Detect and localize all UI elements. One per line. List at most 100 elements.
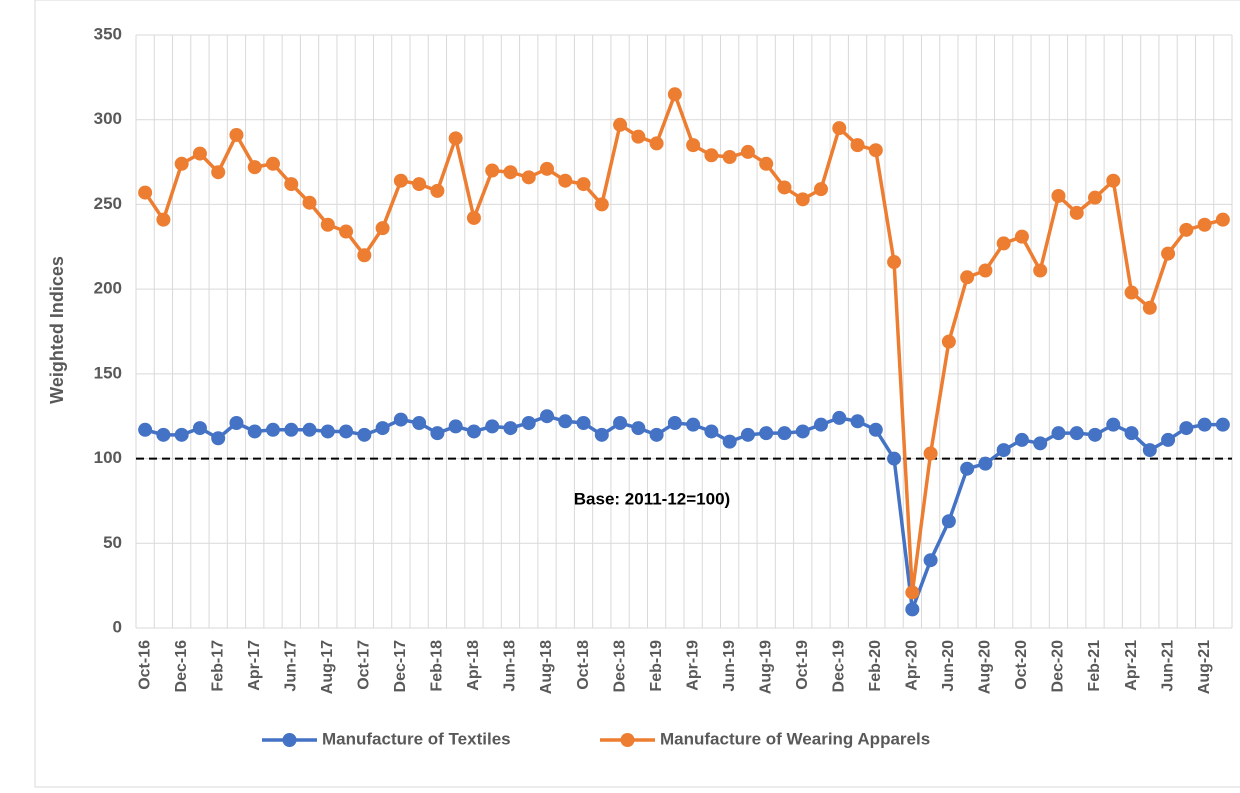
x-tick-label: Jun-19 — [721, 640, 738, 692]
x-tick-label: Dec-17 — [392, 640, 409, 693]
data-point — [503, 421, 518, 436]
data-point — [941, 334, 956, 349]
data-point — [192, 146, 207, 161]
data-point — [339, 424, 354, 439]
data-point — [1179, 421, 1194, 436]
data-point — [1033, 436, 1048, 451]
x-tick-label: Feb-21 — [1086, 640, 1103, 692]
data-point — [1088, 190, 1102, 205]
data-point — [649, 136, 664, 151]
x-tick-label: Apr-17 — [246, 640, 263, 691]
data-point — [1033, 263, 1048, 278]
data-point — [211, 431, 226, 446]
data-point — [759, 426, 774, 441]
x-tick-label: Dec-18 — [611, 640, 628, 693]
x-tick-label: Aug-21 — [1196, 640, 1213, 694]
data-point — [868, 422, 883, 437]
x-tick-label: Dec-19 — [830, 640, 847, 693]
data-point — [1051, 188, 1066, 203]
data-point — [1051, 426, 1066, 441]
data-point — [686, 138, 701, 153]
data-point — [960, 270, 975, 285]
data-point — [540, 161, 554, 176]
data-point — [795, 424, 810, 439]
y-tick-label: 50 — [103, 533, 122, 552]
legend-item: Manufacture of Textiles — [262, 729, 511, 748]
x-tick-label: Feb-19 — [648, 640, 665, 692]
data-point — [704, 148, 719, 163]
data-point — [430, 426, 445, 441]
legend-item: Manufacture of Wearing Apparels — [600, 729, 930, 748]
data-point — [302, 195, 317, 210]
data-point — [1161, 246, 1176, 261]
data-point — [412, 415, 427, 430]
data-point — [192, 421, 207, 436]
data-point — [905, 585, 920, 600]
data-point — [412, 177, 427, 192]
x-tick-label: Dec-16 — [173, 640, 190, 693]
data-point — [174, 427, 189, 442]
data-point — [393, 412, 408, 427]
data-point — [759, 156, 774, 171]
x-tick-label: Aug-18 — [538, 640, 555, 694]
data-point — [576, 415, 591, 430]
data-point — [1014, 432, 1029, 447]
data-point — [448, 131, 463, 146]
data-point — [1215, 417, 1230, 432]
data-point — [558, 414, 573, 429]
data-point — [1124, 426, 1139, 441]
data-point — [613, 415, 628, 430]
data-point — [284, 177, 299, 192]
x-tick-label: Oct-18 — [575, 640, 592, 690]
data-point — [1124, 285, 1139, 300]
data-point — [1197, 217, 1212, 232]
data-point — [960, 461, 975, 476]
data-point — [1106, 173, 1121, 188]
legend-marker — [282, 733, 297, 747]
data-point — [722, 149, 737, 164]
data-point — [266, 422, 280, 437]
data-point — [740, 427, 755, 442]
data-point — [1197, 417, 1212, 432]
data-point — [266, 156, 280, 171]
y-axis-label: Weighted Indices — [47, 256, 67, 404]
data-point — [649, 427, 664, 442]
data-point — [594, 197, 609, 212]
y-tick-label: 250 — [94, 194, 122, 213]
x-tick-label: Feb-18 — [429, 640, 446, 692]
data-point — [138, 422, 153, 437]
x-tick-label: Feb-20 — [867, 640, 884, 692]
x-tick-label: Jun-21 — [1159, 640, 1176, 692]
data-point — [485, 419, 500, 434]
data-point — [667, 415, 682, 430]
data-point — [521, 170, 536, 185]
y-tick-label: 200 — [94, 279, 122, 298]
x-tick-label: Oct-16 — [136, 640, 153, 690]
data-point — [375, 421, 390, 436]
data-point — [722, 434, 737, 449]
data-point — [466, 210, 481, 225]
data-point — [613, 117, 628, 132]
annotation: Base: 2011-12=100) — [574, 489, 730, 508]
data-point — [1069, 205, 1084, 220]
data-point — [229, 127, 244, 142]
data-point — [777, 180, 792, 195]
data-point — [211, 165, 226, 180]
data-point — [320, 217, 335, 232]
data-point — [466, 424, 481, 439]
x-tick-label: Apr-21 — [1123, 640, 1140, 691]
legend-marker — [620, 733, 635, 747]
x-tick-label: Jun-17 — [282, 640, 299, 692]
data-point — [156, 212, 171, 227]
data-point — [923, 553, 938, 568]
data-point — [905, 602, 920, 617]
y-tick-label: 350 — [94, 24, 122, 43]
data-point — [996, 236, 1011, 251]
data-point — [887, 255, 902, 270]
x-tick-label: Aug-20 — [977, 640, 994, 694]
data-point — [485, 163, 500, 178]
data-point — [1014, 229, 1029, 244]
legend-label: Manufacture of Textiles — [322, 729, 511, 748]
